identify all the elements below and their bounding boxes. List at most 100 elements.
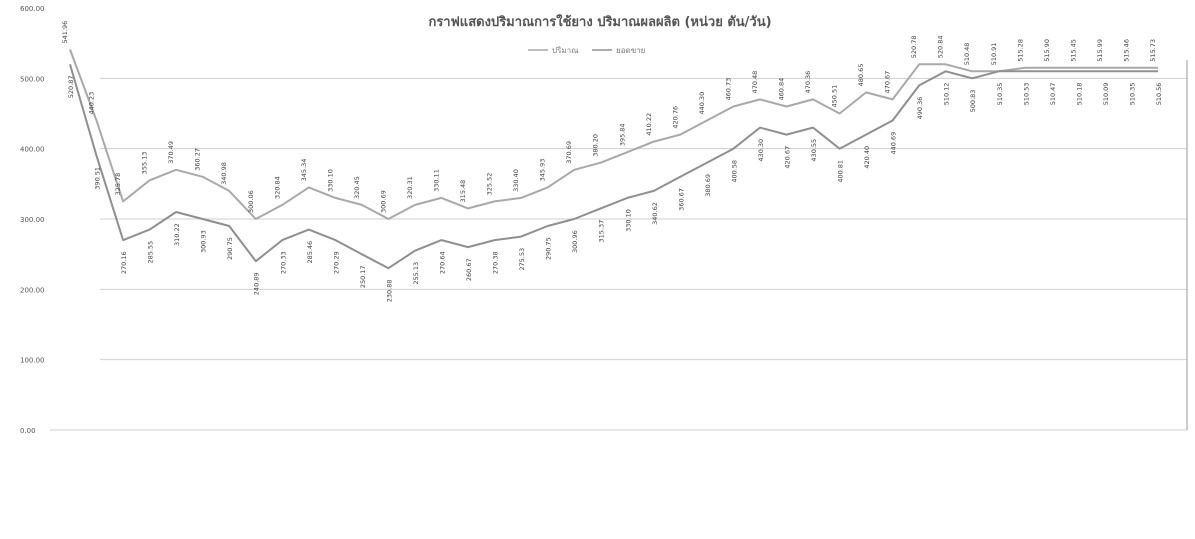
data-label: 510.53	[1022, 83, 1030, 106]
data-label: 520.87	[67, 76, 75, 99]
data-label: 330.10	[624, 209, 632, 232]
data-label: 285.46	[306, 241, 314, 264]
data-label: 460.84	[777, 78, 785, 101]
data-label: 290.75	[226, 237, 234, 260]
data-label: 275.53	[518, 248, 526, 271]
data-label: 340.62	[651, 202, 659, 225]
y-tick-label: 300.00	[20, 216, 45, 224]
y-tick-label: 0.00	[20, 427, 36, 435]
data-label: 320.84	[273, 176, 281, 199]
data-label: 270.64	[439, 251, 447, 274]
data-label: 510.18	[1075, 83, 1083, 106]
data-label: 515.46	[1122, 39, 1130, 62]
data-label: 500.83	[969, 90, 977, 113]
data-label: 330.40	[512, 169, 520, 192]
data-label: 440.23	[88, 92, 96, 115]
data-label: 420.40	[863, 146, 871, 169]
data-label: 400.81	[837, 160, 845, 183]
data-label: 300.06	[247, 190, 255, 213]
data-label: 325.52	[486, 173, 494, 196]
data-label: 325.78	[114, 173, 122, 196]
y-tick-label: 400.00	[20, 146, 45, 154]
data-label: 510.09	[1102, 83, 1110, 106]
y-axis: 0.00 100.00 200.00 300.00 400.00 500.00 600.00	[20, 5, 45, 435]
data-label: 515.90	[1043, 39, 1051, 62]
data-label: 420.76	[671, 106, 679, 129]
data-label: 515.28	[1016, 39, 1024, 62]
data-label: 315.37	[598, 220, 606, 243]
data-label: 515.45	[1069, 39, 1077, 62]
data-label: 300.93	[200, 230, 208, 253]
data-label: 510.35	[996, 83, 1004, 106]
legend-label-series-2: ยอดขาย	[616, 46, 645, 55]
series-line-2	[69, 64, 1158, 270]
gridlines	[50, 77, 1187, 431]
data-label: 470.48	[751, 71, 759, 94]
data-label: 470.67	[884, 71, 892, 94]
legend-label-series-1: ปริมาณ	[552, 46, 579, 55]
data-label: 380.20	[592, 134, 600, 157]
y-tick-label: 500.00	[20, 75, 45, 83]
data-label: 290.75	[545, 237, 553, 260]
data-label: 355.13	[141, 152, 149, 175]
data-label: 230.88	[385, 279, 393, 302]
data-label: 330.10	[326, 169, 334, 192]
data-label: 270.16	[120, 251, 128, 274]
series-line-1	[69, 49, 1158, 220]
data-label: 440.30	[698, 92, 706, 115]
data-label: 345.93	[539, 159, 547, 182]
data-label: 520.84	[937, 36, 945, 59]
data-label: 270.38	[492, 251, 500, 274]
data-label: 440.69	[890, 132, 898, 155]
data-label: 270.29	[332, 251, 340, 274]
data-label: 330.11	[433, 169, 441, 192]
data-label: 240.89	[253, 272, 261, 295]
data-label: 260.67	[465, 258, 473, 281]
y-tick-label: 200.00	[20, 286, 45, 294]
data-label: 340.98	[220, 162, 228, 185]
data-label: 430.30	[757, 139, 765, 162]
data-label: 300.69	[379, 190, 387, 213]
data-label: 490.36	[916, 97, 924, 120]
data-label: 515.99	[1096, 39, 1104, 62]
data-label: 510.56	[1155, 83, 1163, 106]
data-label: 510.91	[990, 43, 998, 66]
data-label: 300.96	[571, 230, 579, 253]
data-label: 255.13	[412, 262, 420, 285]
data-label: 541.96	[61, 21, 69, 44]
data-label: 510.47	[1049, 83, 1057, 106]
chart-title: กราฟแสดงปริมาณการใช้ยาง ปริมาณผลผลิต (หน…	[428, 13, 771, 30]
data-label: 285.55	[147, 241, 155, 264]
data-label: 430.55	[810, 139, 818, 162]
data-label: 515.73	[1149, 39, 1157, 62]
data-label: 250.17	[359, 265, 367, 288]
series-lines	[69, 49, 1158, 270]
y-tick-label: 600.00	[20, 5, 45, 13]
data-label: 450.51	[831, 85, 839, 108]
data-labels: 541.96 440.23 325.78 355.13 370.49 360.27 340.…	[61, 21, 1163, 302]
data-label: 390.51	[94, 167, 102, 190]
data-label: 315.48	[459, 180, 467, 203]
data-label: 480.65	[857, 64, 865, 87]
data-label: 395.84	[618, 123, 626, 146]
data-label: 345.34	[300, 159, 308, 182]
data-label: 410.22	[645, 113, 653, 136]
data-label: 400.58	[730, 160, 738, 183]
legend: ปริมาณ ยอดขาย	[528, 46, 645, 55]
data-label: 370.69	[565, 141, 573, 164]
data-label: 460.73	[724, 78, 732, 101]
data-label: 470.36	[804, 71, 812, 94]
data-label: 270.33	[279, 251, 287, 274]
data-label: 320.45	[353, 176, 361, 199]
data-label: 320.31	[406, 176, 414, 199]
data-label: 380.69	[704, 174, 712, 197]
data-label: 360.67	[677, 188, 685, 211]
data-label: 510.35	[1128, 83, 1136, 106]
y-tick-label: 100.00	[20, 357, 45, 365]
data-label: 310.22	[173, 223, 181, 246]
data-label: 520.78	[910, 36, 918, 59]
data-label: 510.48	[963, 43, 971, 66]
data-label: 370.49	[167, 141, 175, 164]
